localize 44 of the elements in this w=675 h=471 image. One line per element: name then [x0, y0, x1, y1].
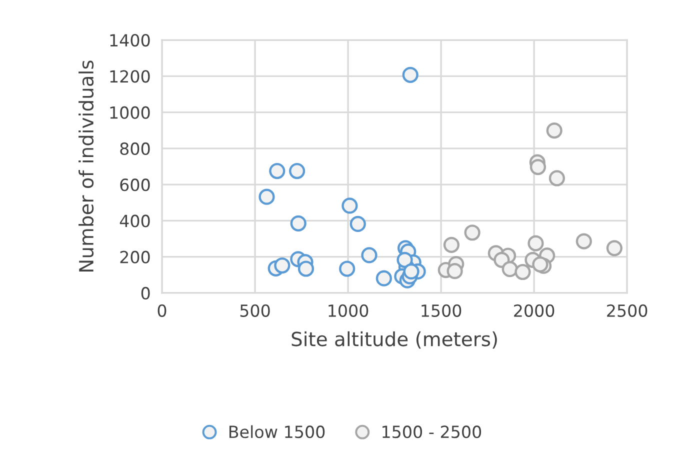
y-tick-label: 1200 — [110, 70, 150, 83]
point — [548, 170, 565, 186]
point — [446, 263, 463, 280]
x-axis-title: Site altitude (meters) — [292, 331, 497, 349]
point — [258, 188, 275, 205]
point — [274, 257, 290, 274]
point — [289, 162, 306, 180]
point — [376, 270, 392, 286]
y-axis-title: Number of individuals — [78, 60, 94, 272]
y-tick-label: 1000 — [110, 106, 150, 119]
point — [546, 122, 562, 139]
point — [502, 261, 518, 278]
point — [339, 260, 356, 277]
point — [532, 256, 548, 272]
y-tick-label: 0 — [141, 286, 150, 300]
point — [606, 240, 622, 256]
x-tick-label: 500 — [240, 304, 270, 317]
y-tick-label: 1400 — [110, 34, 150, 47]
point — [464, 224, 480, 241]
point — [576, 233, 592, 250]
point — [402, 66, 418, 83]
point — [269, 162, 286, 180]
point — [443, 236, 460, 253]
point — [290, 215, 306, 232]
point — [403, 263, 420, 280]
y-tick-label: 200 — [120, 250, 150, 264]
x-tick-label: 1000 — [328, 304, 368, 317]
point — [298, 260, 314, 277]
legend-label: Below 1500 — [229, 425, 325, 438]
x-tick-label: 2000 — [514, 304, 554, 317]
legend-label: 1500 - 2500 — [382, 426, 482, 438]
x-tick-label: 2500 — [607, 304, 648, 317]
x-tick-label: 1500 — [422, 304, 462, 317]
y-tick-label: 800 — [120, 142, 150, 155]
point — [361, 247, 378, 264]
point — [514, 264, 531, 280]
y-tick-label: 600 — [120, 178, 150, 192]
point — [350, 216, 366, 232]
x-tick-label: 0 — [158, 304, 166, 317]
point — [342, 198, 358, 214]
point — [530, 158, 546, 176]
y-tick-label: 400 — [120, 214, 150, 228]
point — [396, 252, 413, 268]
point — [528, 235, 544, 252]
